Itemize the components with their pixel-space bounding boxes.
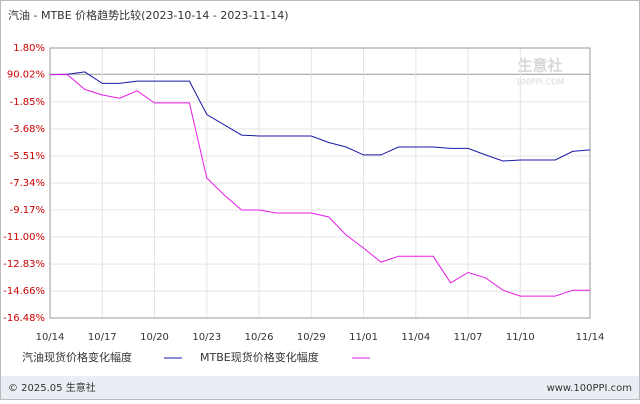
x-tick-label: 10/23: [192, 332, 221, 343]
footer-left: © 2025.05 生意社: [8, 381, 96, 394]
x-tick-label: 11/14: [576, 332, 605, 343]
y-tick-label: -9.17%: [10, 205, 45, 216]
y-tick-label: -7.34%: [10, 178, 45, 189]
legend-label: 汽油现货价格变化幅度: [22, 350, 132, 364]
chart-title: 汽油 - MTBE 价格趋势比较(2023-10-14 - 2023-11-14…: [8, 8, 289, 22]
y-tick-label: -16.48%: [3, 313, 45, 324]
y-tick-label: 90.02%: [7, 69, 45, 80]
x-tick-label: 11/01: [349, 332, 378, 343]
x-tick-label: 10/20: [140, 332, 169, 343]
y-tick-label: -12.83%: [3, 259, 45, 270]
x-tick-label: 11/04: [401, 332, 430, 343]
y-tick-label: -3.68%: [10, 124, 45, 135]
x-tick-label: 10/29: [297, 332, 326, 343]
watermark: 生意社: [517, 57, 562, 75]
x-tick-label: 10/26: [245, 332, 274, 343]
x-tick-label: 11/07: [454, 332, 483, 343]
x-tick-label: 11/10: [506, 332, 535, 343]
footer-band: [1, 376, 639, 399]
x-tick-label: 10/14: [36, 332, 65, 343]
y-tick-label: -14.66%: [3, 286, 45, 297]
x-tick-label: 10/17: [88, 332, 117, 343]
series-line: [49, 71, 591, 162]
legend-label: MTBE现货价格变化幅度: [200, 350, 319, 364]
y-tick-label: -11.00%: [3, 232, 45, 243]
footer-right: www.100PPI.com: [547, 383, 632, 394]
y-tick-label: -1.85%: [10, 97, 45, 108]
watermark-sub: 100PPI.COM: [516, 78, 565, 87]
series-line: [50, 74, 590, 297]
y-tick-label: 1.80%: [13, 43, 45, 54]
plot-border: [49, 47, 591, 319]
y-tick-label: -5.51%: [10, 151, 45, 162]
